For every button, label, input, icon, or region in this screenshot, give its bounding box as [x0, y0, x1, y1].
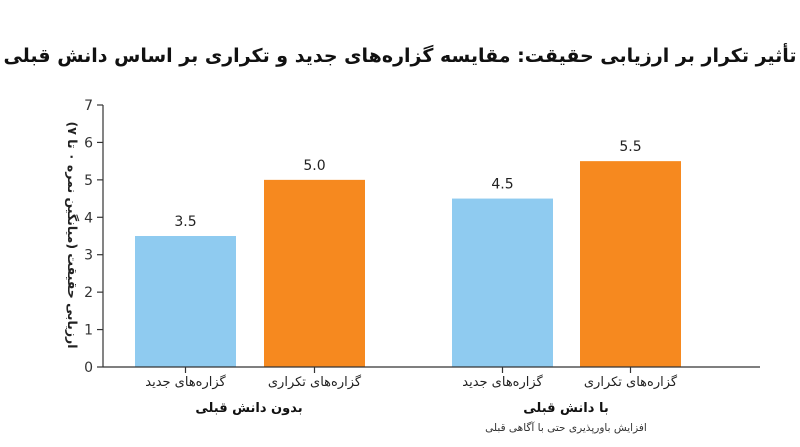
y-tick-label: 2	[84, 285, 93, 301]
x-tick-label: گزاره‌های جدید	[145, 374, 226, 390]
y-tick-label: 3	[84, 248, 93, 264]
group-label: با دانش قبلی	[523, 401, 608, 416]
bar-value-label: 4.5	[491, 177, 513, 193]
bar-value-label: 3.5	[174, 214, 196, 230]
y-tick-label: 6	[84, 135, 93, 151]
y-tick-label: 0	[84, 360, 93, 376]
bar-new-statements	[452, 198, 553, 367]
chart-title: تأثیر تکرار بر ارزیابی حقیقت: مقایسه گزا…	[3, 43, 796, 67]
bar-value-label: 5.0	[303, 158, 325, 174]
bar-repeated-statements	[580, 161, 681, 367]
bar-new-statements	[135, 236, 236, 367]
y-axis: 0 1 2 3 4 5 6 7	[84, 98, 104, 376]
y-tick-label: 1	[84, 323, 93, 339]
y-tick-label: 4	[84, 210, 93, 226]
x-tick-label: گزاره‌های تکراری	[584, 374, 678, 390]
x-axis: گزاره‌های جدید گزاره‌های تکراری بدون دانش …	[103, 366, 760, 434]
group-sublabel: افزایش باورپذیری حتی با آگاهی قبلی	[485, 421, 647, 434]
x-tick-label: گزاره‌های جدید	[462, 374, 543, 390]
y-tick-label: 7	[84, 98, 93, 114]
y-tick-label: 5	[84, 173, 93, 189]
bar-repeated-statements	[264, 179, 365, 367]
group-label: بدون دانش قبلی	[195, 401, 302, 416]
bar-value-label: 5.5	[619, 139, 641, 155]
bars: 3.5 5.0 4.5 5.5	[135, 139, 681, 367]
y-axis-label: ارزیابی حقیقت (میانگین نمره ۰ تا ۷)	[65, 121, 80, 348]
x-tick-label: گزاره‌های تکراری	[268, 374, 362, 390]
